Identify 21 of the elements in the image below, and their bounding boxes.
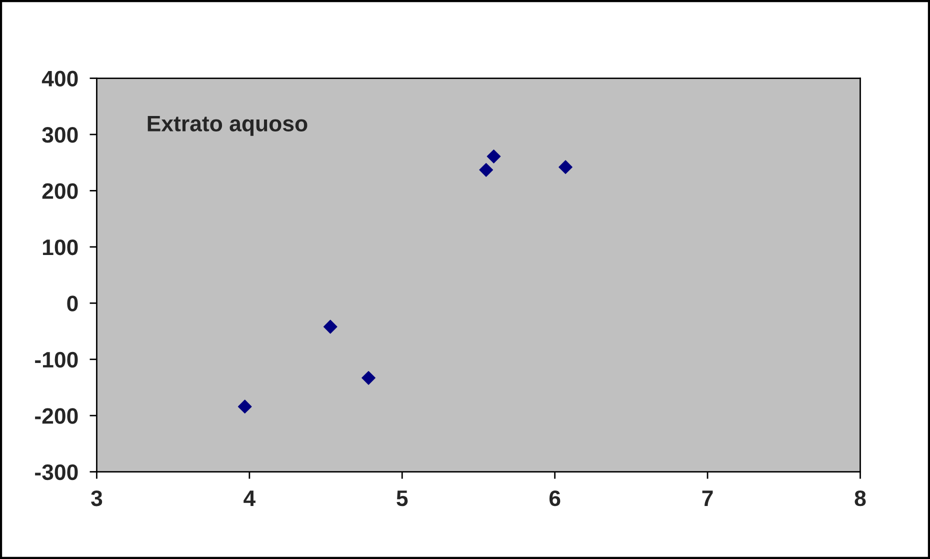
- point: [238, 400, 252, 414]
- y-tick-label: 100: [42, 239, 78, 256]
- x-tick-label: 7: [702, 490, 713, 506]
- y-tick-label: 300: [42, 127, 78, 143]
- point: [558, 160, 572, 174]
- x-tick-label: 3: [91, 490, 102, 506]
- point: [479, 162, 494, 177]
- y-tick-label: -200: [35, 408, 78, 424]
- point: [323, 320, 338, 334]
- point: [486, 149, 501, 164]
- x-tick-label: 4: [244, 490, 256, 506]
- y-tick-label: -100: [35, 352, 78, 368]
- y-tick-label: -300: [35, 464, 78, 480]
- x-tick-label: 8: [854, 490, 866, 506]
- y-tick-label: 400: [42, 70, 78, 87]
- y-tick-label: 0: [67, 296, 78, 312]
- y-tick-label: 200: [42, 183, 78, 199]
- point: [362, 370, 376, 385]
- x-tick-label: 5: [396, 490, 408, 506]
- annotation: Extrato aquoso: [148, 116, 308, 136]
- x-tick-label: 6: [549, 490, 560, 506]
